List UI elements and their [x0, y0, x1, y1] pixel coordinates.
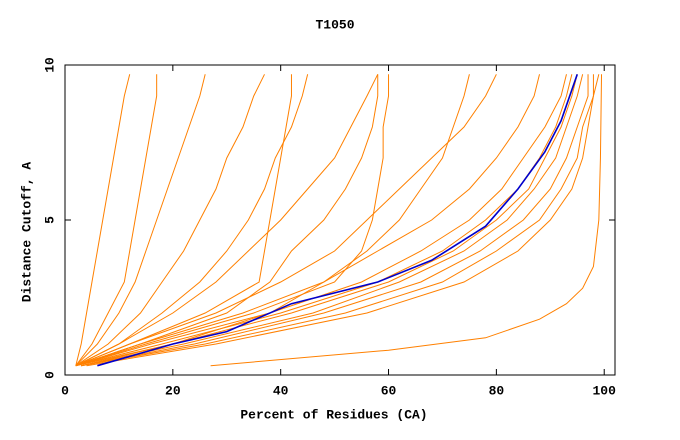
x-tick-label: 100 [593, 383, 617, 398]
series-line [75, 74, 379, 367]
y-tick-label: 5 [42, 216, 57, 224]
series-line [75, 74, 470, 367]
series-line [75, 74, 567, 367]
series-line [75, 74, 497, 367]
x-tick-label: 0 [61, 383, 69, 398]
series-line [86, 74, 600, 367]
series-line [75, 74, 540, 367]
series-line [75, 74, 309, 367]
x-axis-label: Percent of Residues (CA) [240, 407, 427, 422]
series-line [210, 74, 603, 367]
series-line [81, 74, 594, 367]
series-line [81, 74, 578, 367]
series-line [75, 74, 292, 367]
series-line [81, 74, 584, 367]
series-line [75, 74, 265, 367]
y-axis-label: Distance Cutoff, A [19, 162, 34, 303]
series-line [81, 74, 589, 367]
series-line [75, 74, 390, 367]
series-line [75, 74, 131, 366]
series-line [75, 74, 379, 367]
x-tick-label: 80 [489, 383, 505, 398]
y-tick-label: 10 [42, 57, 57, 73]
x-tick-label: 40 [273, 383, 289, 398]
series-line [97, 74, 579, 367]
x-tick-label: 60 [381, 383, 397, 398]
series-line [75, 74, 206, 367]
y-tick-label: 0 [42, 371, 57, 379]
chart-title: T1050 [315, 17, 354, 32]
series-line [75, 74, 158, 366]
x-tick-label: 20 [165, 383, 181, 398]
series-line [75, 74, 573, 367]
